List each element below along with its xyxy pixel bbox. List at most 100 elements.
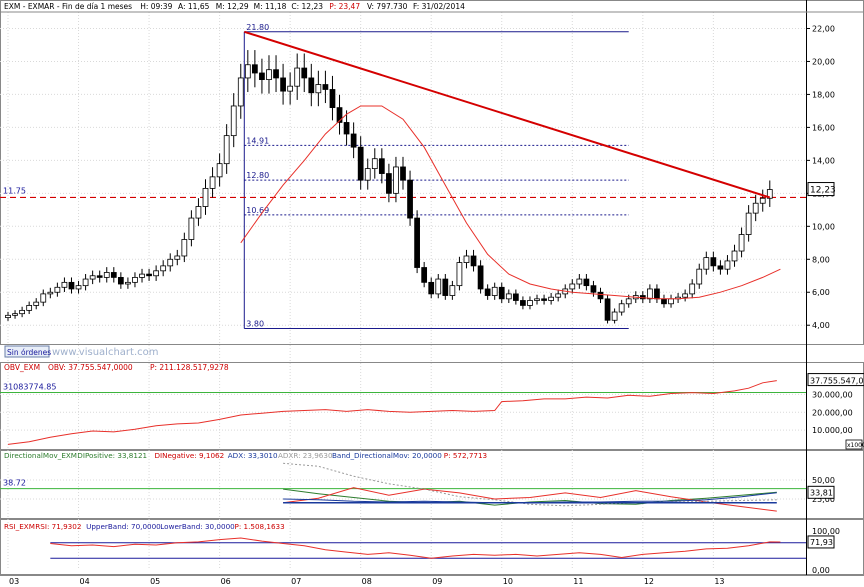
candle-body — [209, 176, 216, 189]
candle-body — [244, 64, 251, 79]
candle-body — [414, 217, 420, 268]
current-price-label: 12,23 — [810, 186, 836, 196]
candle-body — [717, 265, 724, 270]
candle-body — [259, 72, 265, 80]
x-tick-label: 03 — [9, 577, 19, 586]
resistance-trendline — [243, 30, 771, 199]
obv-header-name: OBV_EXM — [4, 363, 40, 372]
dmi-series-adxr — [283, 462, 777, 507]
current-price-box — [807, 182, 835, 197]
x-tick-label: 08 — [362, 577, 372, 586]
price-tick-label: 6,00 — [812, 288, 830, 297]
candle-body — [5, 314, 11, 319]
candle-body — [82, 278, 89, 287]
candle-body — [230, 105, 237, 137]
candle-body — [322, 84, 329, 90]
header-field: A: 11,65 — [178, 2, 210, 11]
x-tick-label: 04 — [80, 577, 90, 586]
candle-body — [449, 285, 456, 296]
candle-body — [125, 281, 131, 285]
fib-level-label: 12.80 — [246, 171, 269, 180]
candle-body — [505, 293, 512, 300]
candle-body — [139, 273, 145, 278]
candle-body — [195, 206, 202, 219]
candle-body — [738, 234, 745, 252]
candle-body — [96, 275, 103, 278]
x-tick-label: 13 — [714, 577, 724, 586]
candle-body — [280, 77, 286, 92]
candle-body — [400, 166, 406, 181]
candle-body — [611, 311, 618, 321]
obv-header-p: P: 211.128.517,9278 — [150, 363, 229, 372]
candle-body — [752, 202, 759, 214]
candle-body — [576, 278, 583, 285]
candle-body — [477, 265, 484, 290]
obv-header-value: OBV: 37.755.547,0000 — [48, 363, 133, 372]
dmi-header-field: P: 572,7713 — [444, 451, 487, 460]
candle-body — [583, 278, 590, 287]
price-tick-label: 22,00 — [812, 24, 835, 33]
fib-level-label: 14.91 — [246, 136, 269, 145]
candle-body — [766, 189, 773, 199]
candle-body — [19, 309, 25, 315]
candle-body — [527, 300, 533, 306]
candle-body — [223, 135, 230, 165]
candle-body — [167, 258, 174, 267]
fib-level-label: 3.80 — [246, 320, 264, 329]
candle-body — [153, 270, 159, 277]
support-level-label: 11.75 — [3, 186, 26, 195]
rsi-header-field: LowerBand: 30,0000 — [160, 522, 235, 531]
candle-body — [534, 298, 540, 301]
candle-body — [294, 67, 301, 87]
obv-scale-box — [845, 439, 863, 450]
candle-body — [710, 257, 717, 267]
candle-body — [759, 197, 766, 204]
candle-body — [146, 273, 152, 277]
candle-body — [555, 293, 562, 298]
dmi-reference-label: 38.72 — [3, 479, 26, 488]
dmi-current-box — [807, 485, 835, 499]
rsi-header-field: P: 1.508,1633 — [235, 522, 285, 531]
candle-body — [703, 257, 710, 270]
orders-button-label: Sin órdenes — [7, 348, 51, 357]
header-field: M: 12,29 — [216, 2, 249, 11]
header-field: V: 797.730 — [367, 2, 408, 11]
dmi-tick-label: 50,00 — [812, 476, 835, 485]
candle-body — [287, 85, 294, 92]
candle-body — [442, 278, 449, 296]
candle-body — [569, 283, 576, 290]
candle-body — [54, 286, 61, 293]
obv-tick-label: 10.000,00 — [812, 426, 853, 435]
header-field: M: 11,18 — [254, 2, 287, 11]
candle-body — [343, 122, 350, 135]
candle-body — [428, 281, 435, 295]
candle-body — [498, 286, 505, 300]
candle-body — [696, 268, 703, 285]
candle-body — [731, 250, 738, 262]
moving-average-line — [240, 105, 781, 300]
dmi-header-field: ADX: 33,3010 — [228, 451, 278, 460]
rsi-tick-label: 100,00 — [812, 527, 840, 536]
candle-body — [68, 281, 75, 290]
dmi-header-field: DIPositive: 33,8121 — [77, 451, 147, 460]
dmi-header-field: ADXR: 23,9630 — [278, 451, 333, 460]
candle-body — [407, 179, 413, 219]
x-tick-label: 06 — [221, 577, 231, 586]
candle-body — [520, 300, 526, 306]
candle-body — [668, 298, 674, 305]
candle-body — [12, 313, 18, 316]
price-tick-label: 8,00 — [812, 255, 830, 264]
candle-body — [188, 217, 195, 240]
x-tick-label: 07 — [291, 577, 301, 586]
candle-body — [745, 212, 752, 235]
price-tick-label: 14,00 — [812, 156, 835, 165]
candle-body — [308, 77, 315, 94]
candle-body — [724, 260, 731, 270]
candle-body — [463, 255, 470, 263]
price-tick-label: 16,00 — [812, 123, 835, 132]
candle-body — [378, 158, 385, 174]
panel-frame — [0, 362, 864, 450]
candle-body — [103, 272, 110, 278]
